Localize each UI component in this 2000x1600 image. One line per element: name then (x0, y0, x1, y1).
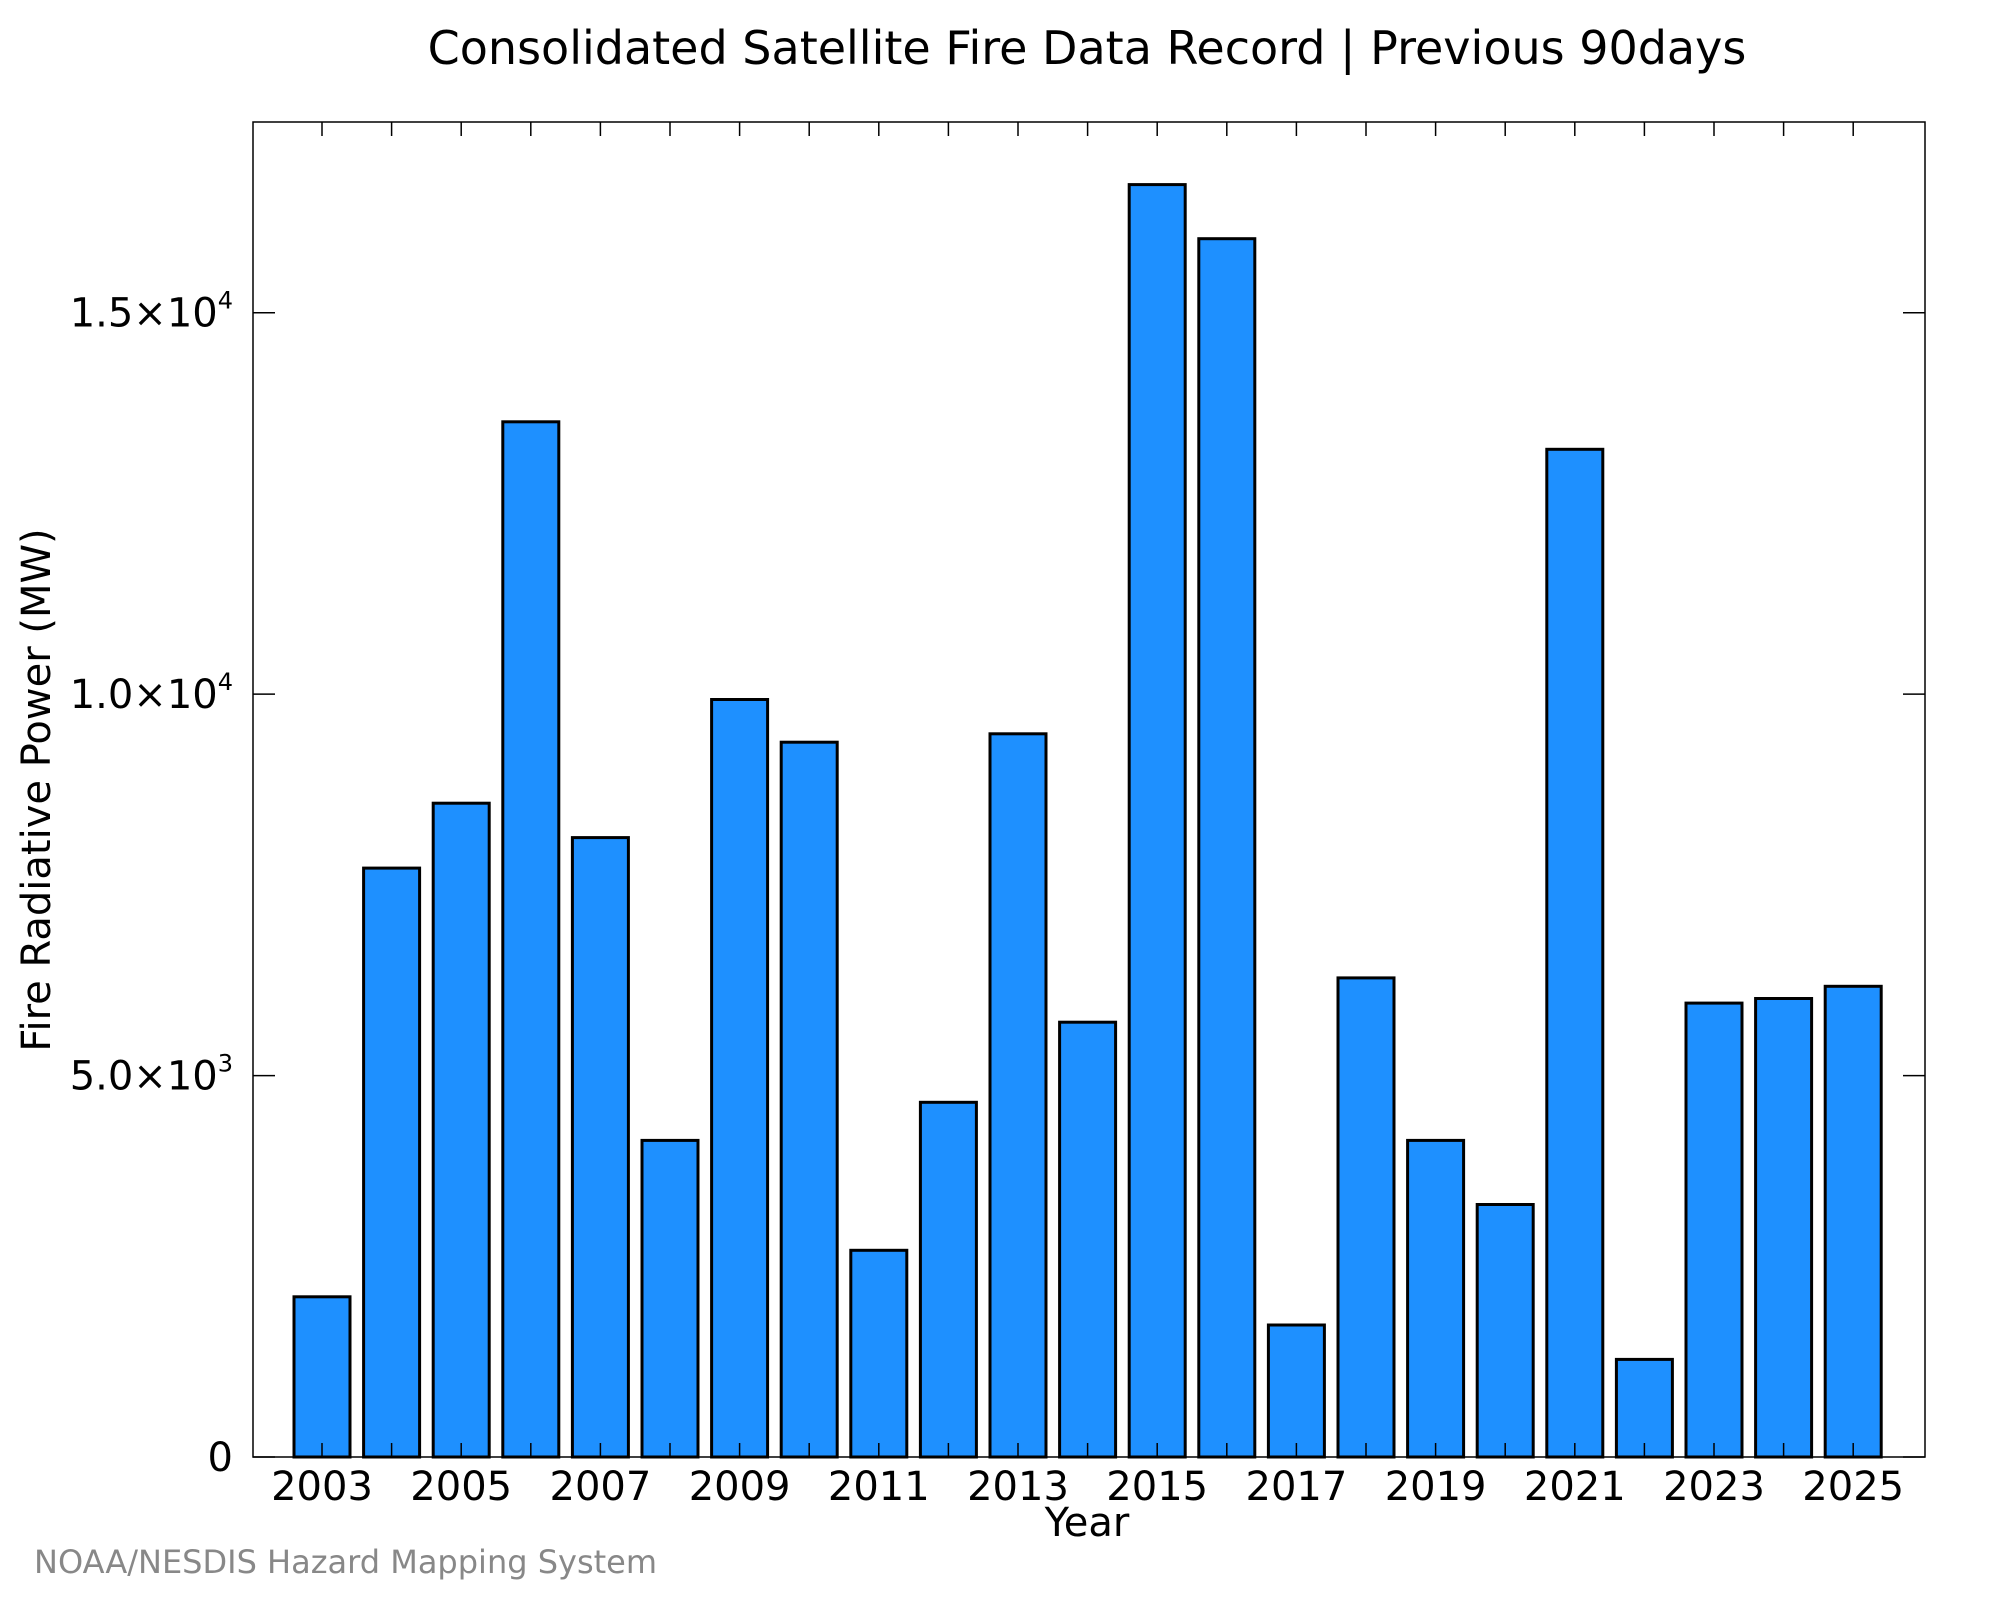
bar-2009 (710, 698, 770, 1459)
x-tick-label: 2015 (1106, 1464, 1208, 1510)
bar-2023 (1684, 1001, 1744, 1459)
bar-2020 (1475, 1203, 1535, 1459)
bar-2025 (1823, 984, 1883, 1459)
y-tick-label: 1.0×104 (70, 668, 233, 718)
bar-2021 (1545, 447, 1605, 1459)
x-tick-label: 2017 (1246, 1464, 1348, 1510)
y-tick-label: 0 (208, 1435, 233, 1481)
plot-frame (252, 121, 1926, 1458)
x-tick-label: 2011 (828, 1464, 930, 1510)
y-tick-mantissa: 1.5×10 (70, 291, 218, 337)
bars-layer (292, 183, 1883, 1459)
y-tick-mantissa: 1.0×10 (70, 672, 218, 718)
x-tick-label: 2009 (689, 1464, 791, 1510)
bar-2007 (570, 836, 630, 1459)
x-tick-label: 2019 (1385, 1464, 1487, 1510)
x-tick-label: 2021 (1524, 1464, 1626, 1510)
ticks-layer: 2003 2005 2007 2009 2011 2013 2015 2017 2019 2021… (70, 122, 1925, 1510)
bar-2016 (1197, 237, 1257, 1459)
x-tick-label: 2023 (1663, 1464, 1765, 1510)
bar-2014 (1058, 1020, 1118, 1459)
bar-2022 (1614, 1357, 1674, 1459)
chart-title: Consolidated Satellite Fire Data Record … (428, 21, 1747, 76)
bar-2008 (640, 1138, 700, 1459)
y-tick-mantissa: 0 (208, 1435, 233, 1481)
y-tick-label: 1.5×104 (70, 287, 233, 337)
y-tick-label: 5.0×103 (70, 1050, 233, 1100)
y-tick-exponent: 4 (218, 668, 233, 696)
bar-2015 (1127, 183, 1187, 1459)
source-note: NOAA/NESDIS Hazard Mapping System (34, 1543, 657, 1581)
x-tick-label: 2025 (1802, 1464, 1904, 1510)
bar-2003 (292, 1295, 352, 1459)
bar-2006 (501, 420, 561, 1459)
bar-2017 (1266, 1323, 1326, 1459)
bar-2013 (988, 732, 1048, 1459)
bar-2005 (431, 801, 491, 1459)
bar-2004 (362, 866, 422, 1459)
bar-2019 (1406, 1138, 1466, 1459)
x-tick-label: 2003 (271, 1464, 373, 1510)
y-tick-exponent: 4 (218, 287, 233, 315)
bar-2012 (918, 1100, 978, 1459)
bar-2011 (849, 1248, 909, 1459)
bar-2010 (779, 740, 839, 1459)
x-axis-label: Year (1044, 1500, 1130, 1546)
x-tick-label: 2007 (550, 1464, 652, 1510)
bar-2024 (1754, 997, 1814, 1459)
x-tick-label: 2013 (967, 1464, 1069, 1510)
y-tick-exponent: 3 (218, 1050, 233, 1078)
x-tick-label: 2005 (410, 1464, 512, 1510)
y-tick-mantissa: 5.0×10 (70, 1054, 218, 1100)
y-axis-label: Fire Radiative Power (MW) (14, 528, 60, 1051)
bar-2018 (1336, 976, 1396, 1459)
